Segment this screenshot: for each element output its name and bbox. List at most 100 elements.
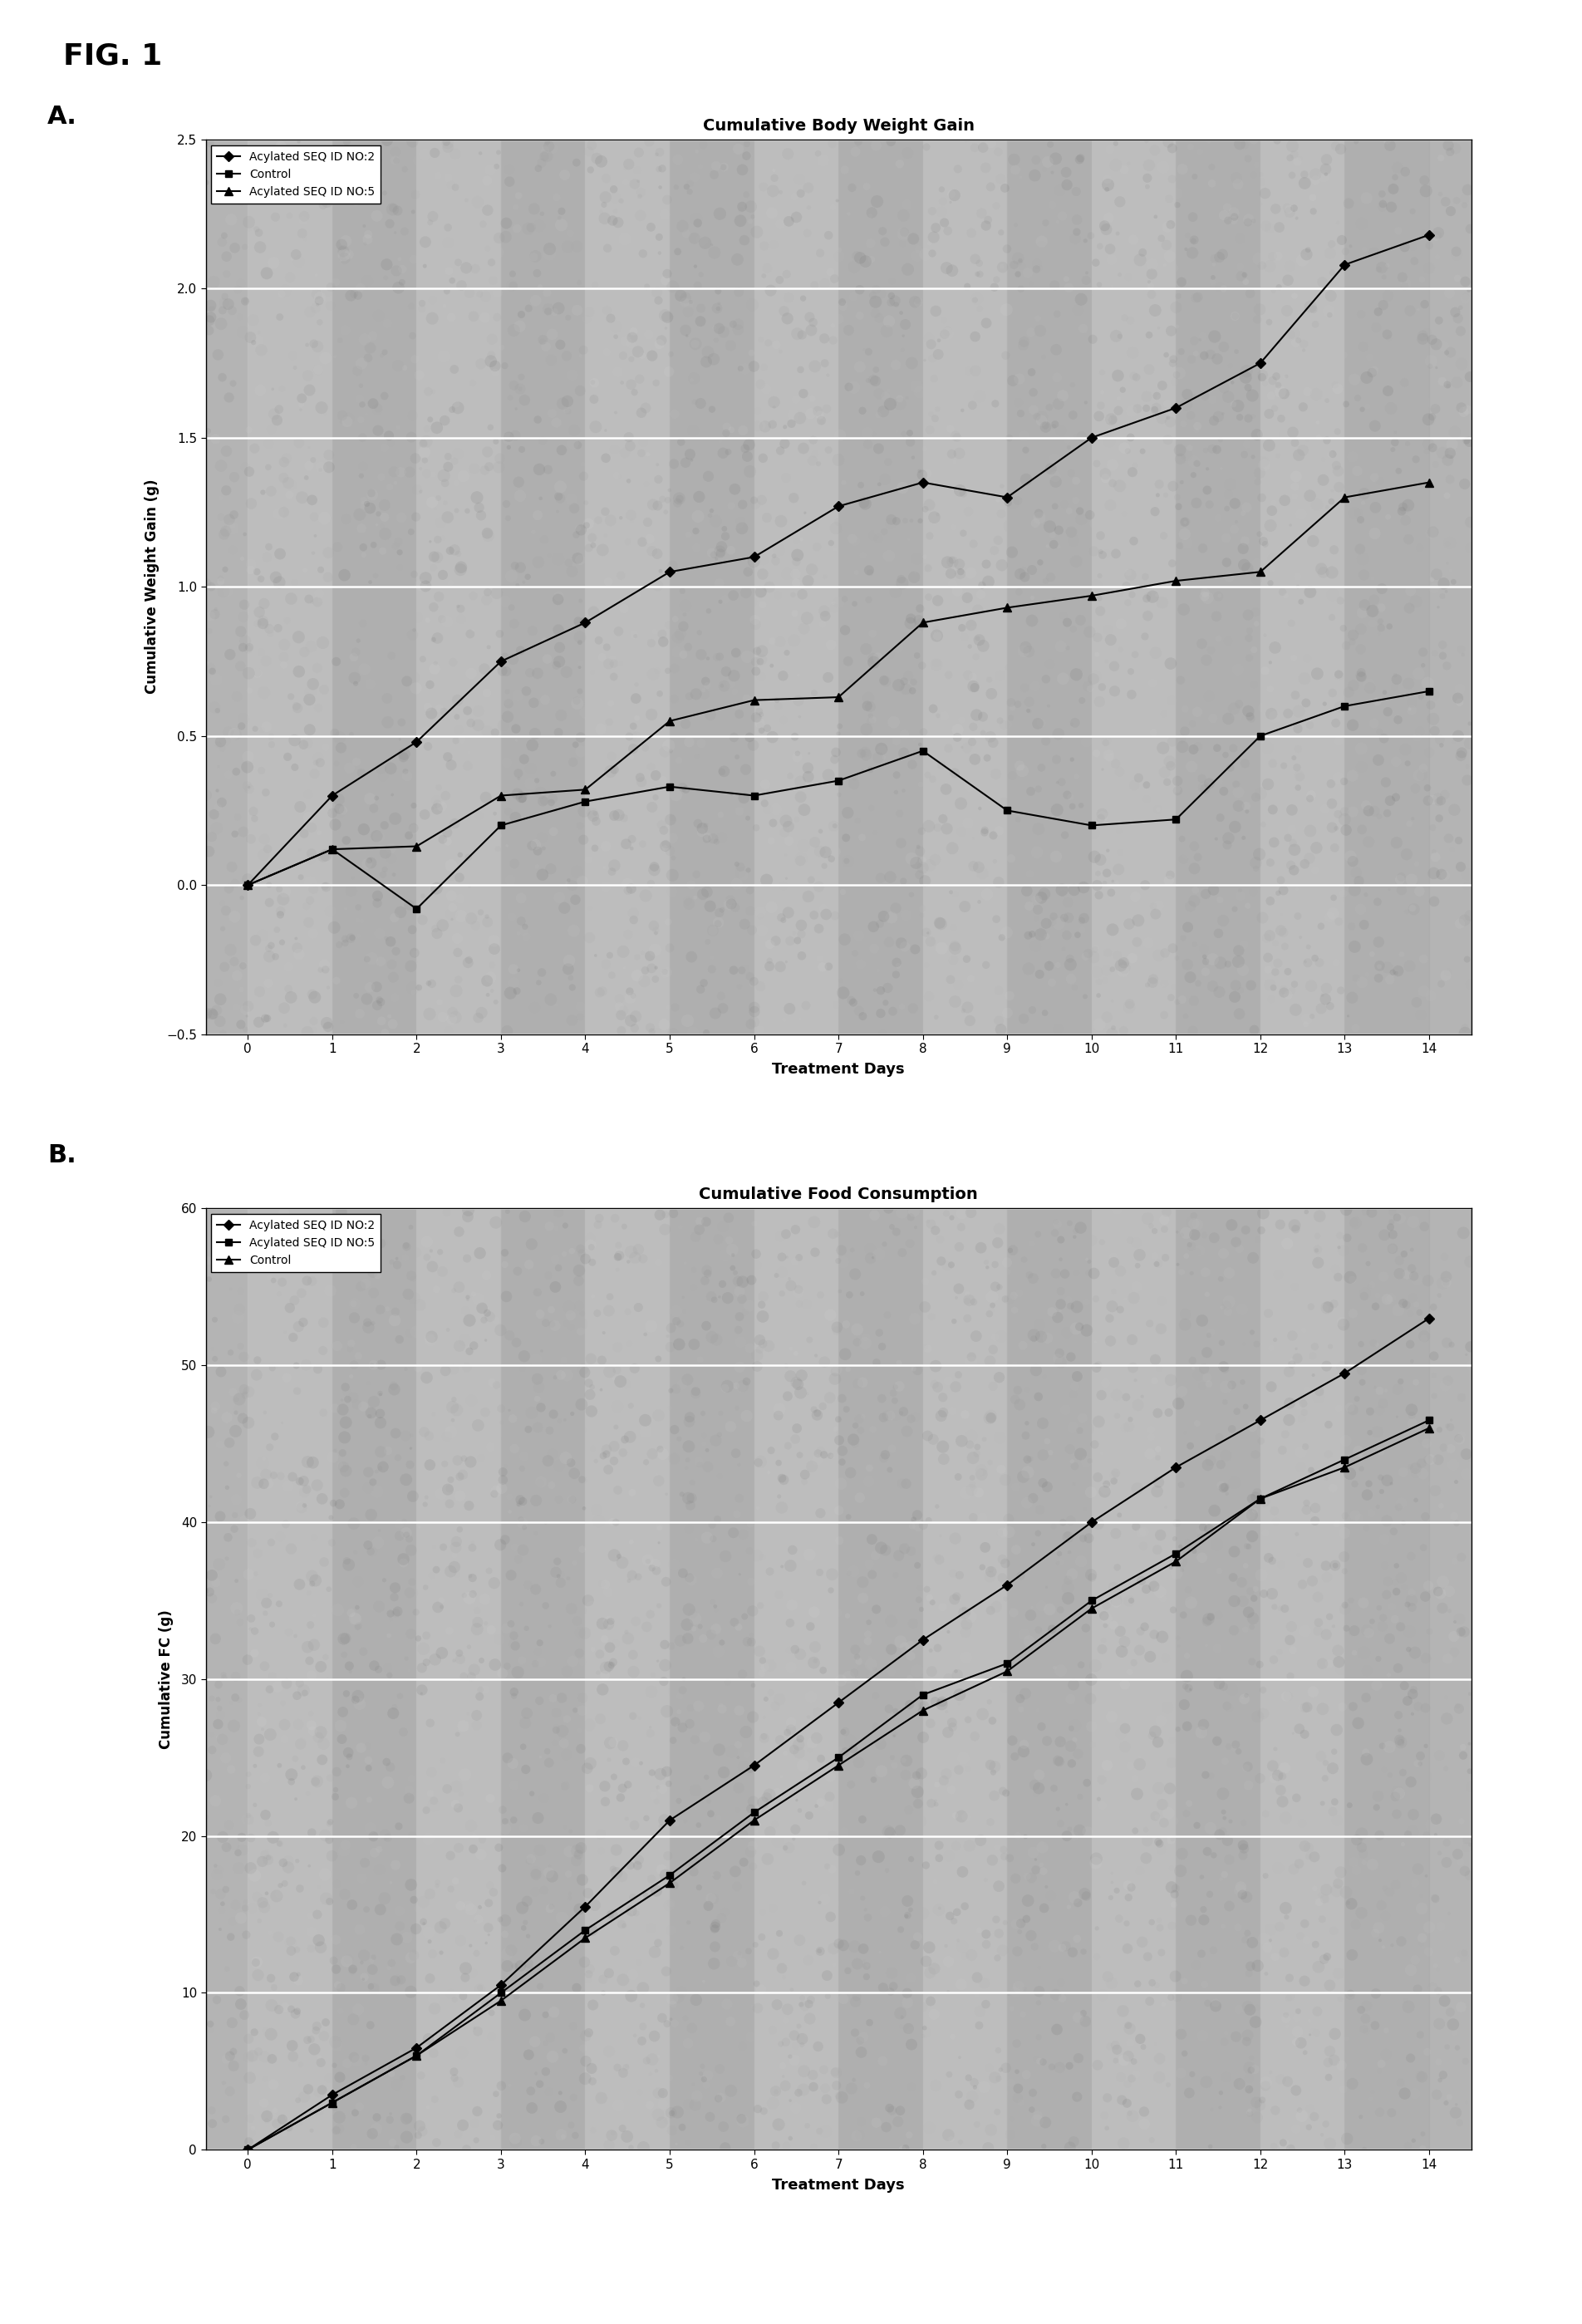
Point [435,160,460,198]
Point [639,1308,664,1346]
Point [1272,974,1297,1011]
Point [869,995,894,1032]
Point [883,281,908,318]
Point [462,1327,487,1364]
Point [396,1771,421,1808]
Point [475,581,500,618]
Point [827,962,853,999]
Point [429,904,454,941]
Point [1055,897,1081,934]
Point [1236,888,1261,925]
Point [1398,1573,1424,1611]
Point [805,1441,831,1478]
Point [1095,172,1120,209]
Point [774,460,799,497]
Point [1372,1520,1397,1557]
Point [1055,630,1081,667]
Point [299,627,324,665]
Point [647,135,672,172]
Point [1342,281,1367,318]
Point [555,951,581,988]
Point [1036,1590,1062,1627]
Point [204,1211,229,1248]
Point [840,1483,865,1520]
Point [1082,1427,1107,1464]
Point [1198,1429,1223,1466]
Point [965,2106,990,2143]
Point [845,1325,870,1362]
Point [1348,2099,1373,2136]
Point [271,493,296,530]
Point [1149,1311,1174,1348]
Point [729,2101,755,2138]
Point [1380,1204,1405,1241]
Point [1164,479,1190,516]
Point [1210,1813,1236,1850]
Point [346,760,372,797]
Point [555,228,581,265]
Point [486,449,511,486]
Point [544,404,570,442]
Point [796,1941,821,1978]
Point [1054,1817,1079,1855]
Point [1093,962,1118,999]
Point [202,595,228,632]
Point [636,316,661,353]
Point [327,1992,353,2029]
Point [1043,267,1068,304]
Point [796,748,821,786]
Point [1259,695,1285,732]
Point [720,307,745,344]
Point [1164,762,1190,799]
Point [949,1195,975,1232]
Point [910,1894,935,1931]
Point [354,1727,380,1764]
Point [655,653,680,690]
Point [672,284,698,321]
Point [1136,351,1161,388]
Point [1057,2047,1082,2085]
Point [1114,1906,1139,1943]
Point [539,2038,565,2075]
Point [372,806,397,844]
Point [750,1917,775,1954]
Point [1207,1552,1232,1590]
Point [713,518,739,555]
Point [258,1525,283,1562]
Point [339,920,364,957]
Point [495,1948,520,1985]
Point [759,195,785,232]
Point [731,858,756,895]
Point [682,221,707,258]
Point [1424,1948,1449,1985]
Point [1266,1255,1291,1292]
Point [1422,839,1448,876]
Point [1441,2006,1467,2043]
Point [930,799,956,837]
Point [1044,839,1069,876]
Point [929,193,954,230]
Point [505,776,530,813]
Point [204,1717,229,1755]
Point [1391,488,1416,525]
Point [585,1294,611,1332]
Point [286,937,312,974]
Point [245,560,271,597]
Point [1041,1769,1066,1806]
Point [495,500,520,537]
Point [622,616,647,653]
Point [989,546,1014,583]
Point [414,411,440,449]
Point [723,1908,748,1945]
Point [1201,258,1226,295]
Point [1274,1899,1299,1936]
Point [555,393,581,430]
Point [1330,1306,1356,1343]
Point [252,2038,277,2075]
Point [1443,414,1468,451]
Point [378,1601,403,1638]
Point [457,1927,483,1964]
Point [1158,404,1183,442]
Point [584,1443,609,1480]
Point [819,1555,845,1592]
